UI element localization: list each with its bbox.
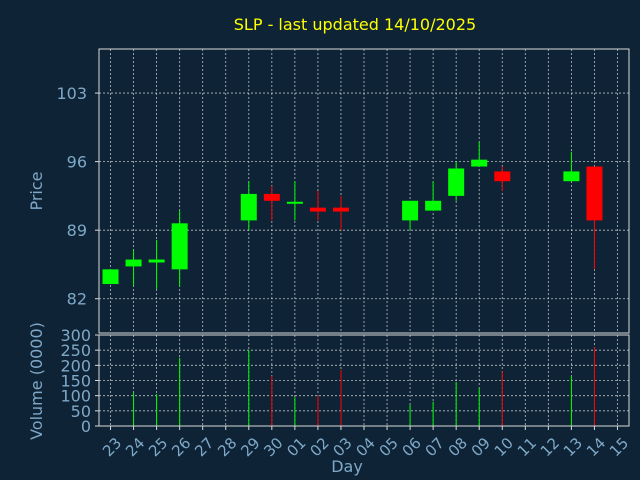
volume-y-tick-label: 300 bbox=[60, 326, 91, 345]
candle-body bbox=[586, 166, 603, 221]
candle-body bbox=[148, 259, 165, 263]
x-ticks: 2324252627282930010203040506070809101112… bbox=[99, 426, 632, 460]
candle-body bbox=[263, 193, 280, 201]
x-tick-label: 15 bbox=[606, 434, 632, 460]
price-grid bbox=[99, 49, 629, 333]
candle-body bbox=[286, 201, 303, 204]
price-y-tick-label: 82 bbox=[67, 290, 87, 309]
volume-y-tick-label: 0 bbox=[81, 417, 91, 436]
volume-bars bbox=[133, 347, 595, 426]
volume-axis-label: Volume (0000) bbox=[27, 322, 46, 440]
chart-title: SLP - last updated 14/10/2025 bbox=[234, 15, 476, 34]
candle-body bbox=[402, 200, 419, 221]
volume-grid bbox=[99, 334, 629, 427]
candle-body bbox=[563, 171, 580, 182]
candle-body bbox=[448, 168, 465, 196]
price-y-tick-label: 96 bbox=[67, 153, 87, 172]
price-panel-frame bbox=[98, 48, 630, 334]
candle-body bbox=[494, 171, 511, 182]
price-y-ticks: 82 89 96 103 bbox=[56, 84, 99, 309]
candle-body bbox=[171, 223, 188, 270]
candle-body bbox=[125, 259, 142, 267]
x-axis-label: Day bbox=[331, 457, 363, 476]
price-y-tick-label: 89 bbox=[67, 221, 87, 240]
candle-body bbox=[102, 269, 119, 285]
price-bodies bbox=[102, 159, 603, 285]
volume-y-tick-label: 100 bbox=[60, 387, 91, 406]
volume-y-tick-label: 250 bbox=[60, 341, 91, 360]
candle-body bbox=[425, 200, 442, 211]
volume-y-tick-label: 200 bbox=[60, 356, 91, 375]
price-axis-label: Price bbox=[27, 171, 46, 210]
candle-body bbox=[309, 207, 326, 212]
candle-body bbox=[332, 207, 349, 212]
candle-body bbox=[240, 193, 257, 221]
volume-y-tick-label: 150 bbox=[60, 372, 91, 391]
candle-body bbox=[471, 159, 488, 167]
volume-y-tick-label: 50 bbox=[71, 402, 91, 421]
price-y-tick-label: 103 bbox=[56, 84, 87, 103]
